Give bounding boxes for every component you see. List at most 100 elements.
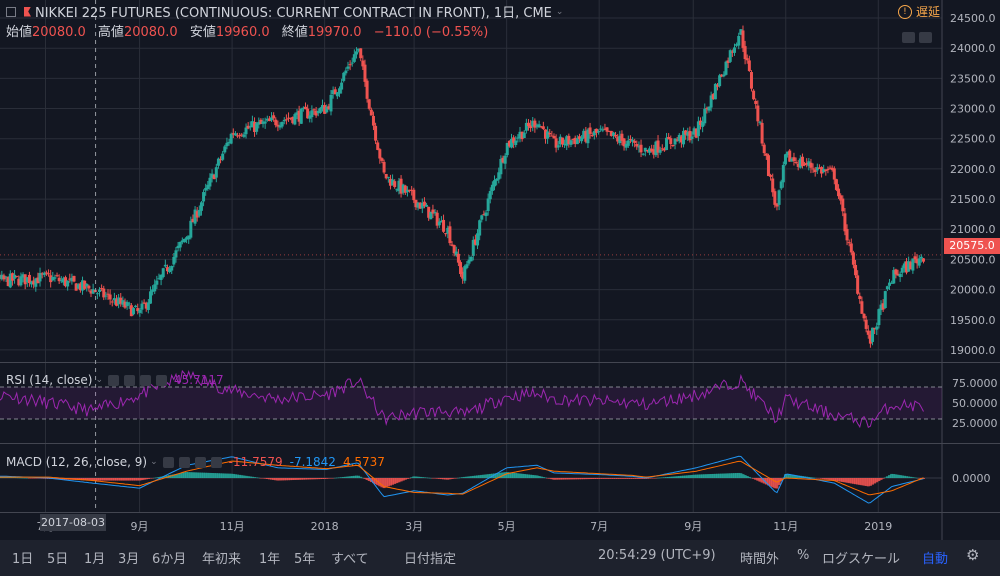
price-tick-label: 19000.0 [950, 344, 996, 357]
macd-hist-bar [783, 474, 787, 478]
range-6m-button[interactable]: 6か月 [152, 552, 187, 567]
macd-hist-bar [537, 475, 541, 478]
goto-date-button[interactable]: 日付指定 [404, 552, 457, 567]
macd-hist-bar [518, 473, 522, 478]
macd-hist-bar [652, 478, 656, 479]
macd-hist-bar [422, 477, 426, 478]
macd-hist-bar [628, 478, 632, 479]
macd-hist-bar [308, 478, 312, 480]
candle-body [843, 213, 847, 232]
extended-hours-toggle[interactable]: 時間外 [740, 552, 780, 567]
range-all-button[interactable]: すべて [331, 552, 369, 567]
scroll-down-button[interactable] [902, 32, 915, 43]
candle-body [114, 299, 118, 306]
macd-hist-bar [796, 475, 800, 478]
macd-hist-bar [881, 478, 885, 479]
macd-hist-bar [25, 478, 29, 479]
candle-body [374, 125, 378, 141]
close-icon[interactable] [156, 374, 168, 386]
macd-hist-bar [588, 478, 592, 480]
macd-hist-bar [329, 478, 333, 479]
percent-scale-toggle[interactable]: % [797, 548, 810, 563]
low-value: 19960.0 [215, 25, 270, 40]
gear-icon[interactable] [124, 374, 136, 386]
macd-hist-bar [597, 478, 601, 479]
candle-body [53, 277, 57, 279]
eye-icon[interactable] [108, 374, 120, 386]
range-ytd-button[interactable]: 年初来 [202, 552, 242, 567]
macd-hist-bar [854, 478, 858, 485]
candle-body [599, 128, 603, 130]
candle-body [917, 258, 921, 266]
macd-hist-bar [543, 477, 547, 479]
macd-hist-bar [289, 478, 293, 481]
macd-hist-bar [807, 476, 811, 478]
range-3m-button[interactable]: 3月 [118, 552, 140, 567]
macd-label[interactable]: MACD (12, 26, close, 9) [6, 455, 148, 469]
eye-icon[interactable] [162, 456, 174, 468]
macd-hist-bar [843, 478, 847, 483]
macd-hist-bar [331, 478, 335, 479]
close-icon[interactable] [210, 456, 222, 468]
macd-hist-bar [361, 477, 365, 479]
collapse-checkbox[interactable] [6, 6, 16, 17]
macd-hist-bar [718, 473, 722, 478]
candle-body [255, 123, 259, 132]
macd-hist-bar [497, 472, 501, 478]
macd-hist-bar [280, 478, 284, 481]
gear-icon[interactable] [178, 456, 190, 468]
range-1m-button[interactable]: 1月 [84, 552, 106, 567]
macd-hist-bar [123, 478, 127, 481]
candle-body [310, 110, 314, 118]
chevron-down-icon[interactable]: ⌄ [150, 457, 158, 467]
more-icon[interactable] [140, 374, 152, 386]
macd-hist-bar [316, 478, 320, 480]
macd-hist-bar [834, 478, 838, 481]
candle-body [907, 261, 911, 272]
candle-body [25, 277, 29, 283]
candle-body [265, 118, 269, 121]
candle-body [660, 148, 664, 150]
chevron-down-icon[interactable]: ⌄ [95, 375, 104, 385]
candle-body [783, 154, 787, 165]
candle-body [382, 161, 386, 173]
candle-body [495, 178, 499, 181]
rsi-label[interactable]: RSI (14, close) [6, 373, 93, 387]
delay-indicator[interactable]: ! 遅延 [897, 3, 940, 20]
macd-hist-bar [410, 477, 414, 478]
chevron-down-icon[interactable]: ⌄ [555, 6, 564, 17]
log-scale-toggle[interactable]: ログスケール [822, 552, 901, 567]
range-5y-button[interactable]: 5年 [294, 552, 316, 567]
candles [0, 25, 925, 348]
macd-hist-bar [8, 477, 12, 478]
candle-body [871, 327, 875, 342]
range-1y-button[interactable]: 1年 [259, 552, 281, 567]
macd-hist-bar [416, 476, 420, 478]
candle-body [348, 64, 352, 66]
symbol-title[interactable]: NIKKEI 225 FUTURES (CONTINUOUS: CURRENT … [35, 6, 552, 21]
candle-body [30, 281, 34, 285]
candle-body [27, 274, 31, 284]
candle-body [444, 233, 448, 235]
auto-scale-toggle[interactable]: 自動 [922, 552, 949, 567]
macd-hist-bar [112, 478, 116, 481]
candle-body [677, 134, 681, 142]
more-icon[interactable] [194, 456, 206, 468]
macd-hist-bar [546, 478, 550, 479]
gear-icon[interactable]: ⚙ [966, 546, 980, 564]
macd-hist-bar [900, 475, 904, 478]
candle-body [537, 124, 541, 128]
candle-body [773, 191, 777, 205]
candle-body [437, 221, 441, 226]
macd-hist-bar [255, 477, 259, 478]
candle-body [601, 129, 605, 131]
candle-body [803, 163, 807, 166]
macd-hist-bar [320, 478, 324, 479]
candle-body [64, 277, 68, 287]
candle-body [645, 149, 649, 151]
range-5d-button[interactable]: 5日 [47, 552, 69, 567]
chart-canvas[interactable]: 7月9月11月20183月5月7月9月11月201924500.024000.0… [0, 0, 1000, 540]
macd-hist-bar [178, 473, 182, 478]
scroll-up-button[interactable] [919, 32, 932, 43]
range-1d-button[interactable]: 1日 [12, 552, 34, 567]
